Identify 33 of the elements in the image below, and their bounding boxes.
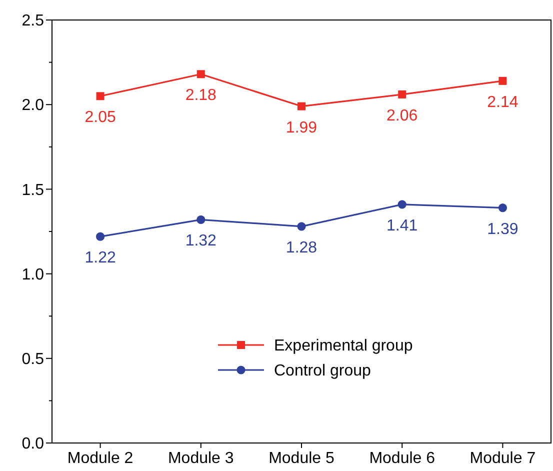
data-label: 1.99 (286, 119, 318, 136)
point (96, 232, 105, 241)
x-tick-label: Module 5 (268, 450, 335, 467)
x-tick-label: Module 2 (67, 450, 134, 467)
legend-label: Experimental group (274, 338, 413, 355)
legend-label: Control group (274, 362, 372, 380)
y-tick-label: 1.0 (22, 266, 44, 284)
data-label: 2.06 (386, 107, 418, 124)
data-label: 1.22 (84, 250, 116, 267)
point (498, 76, 507, 85)
x-tick-label: Module 6 (369, 450, 436, 467)
y-tick-label: 0.5 (22, 351, 44, 368)
point (297, 222, 306, 231)
point (498, 204, 508, 212)
point (398, 90, 406, 98)
x-tick-label: Module 3 (168, 450, 234, 467)
y-tick-label: 1.5 (22, 182, 44, 199)
y-tick-label: 0.0 (22, 436, 44, 453)
data-label: 2.18 (185, 87, 217, 104)
point (298, 102, 306, 110)
data-label: 1.28 (286, 239, 318, 256)
point (398, 200, 406, 209)
data-label: 1.39 (487, 220, 518, 238)
point (196, 215, 206, 224)
point (96, 92, 104, 100)
data-label: 1.41 (386, 217, 418, 234)
data-label: 1.32 (185, 232, 217, 250)
y-tick-label: 2.5 (22, 12, 44, 30)
x-tick-label: Module 7 (470, 450, 536, 467)
y-tick-label: 2.0 (22, 97, 44, 114)
data-label: 2.14 (487, 94, 518, 111)
data-label: 2.05 (84, 109, 116, 126)
point (196, 70, 205, 78)
